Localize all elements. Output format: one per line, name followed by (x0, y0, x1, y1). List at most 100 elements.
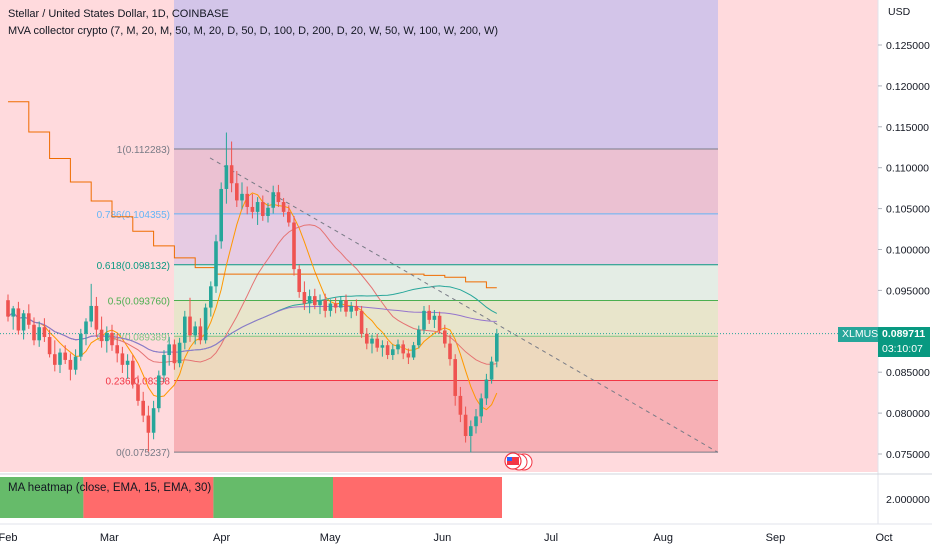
candle[interactable] (411, 345, 416, 358)
trendline[interactable] (209, 157, 719, 453)
candle[interactable] (27, 313, 31, 325)
candle[interactable] (115, 345, 119, 354)
candle[interactable] (177, 342, 182, 364)
candle[interactable] (495, 333, 499, 362)
candle[interactable] (297, 269, 301, 293)
candle[interactable] (68, 359, 73, 370)
candle[interactable] (318, 300, 322, 306)
candle[interactable] (16, 308, 21, 331)
candle[interactable] (172, 344, 177, 364)
candle[interactable] (214, 241, 218, 287)
candle[interactable] (469, 426, 473, 437)
candle[interactable] (443, 330, 447, 344)
candle[interactable] (266, 207, 270, 216)
candle[interactable] (58, 352, 62, 365)
candle[interactable] (484, 379, 489, 399)
us-event-icons[interactable] (504, 452, 533, 471)
candle[interactable] (157, 375, 161, 409)
candle[interactable] (391, 349, 395, 356)
candle[interactable] (281, 202, 286, 212)
candle[interactable] (365, 333, 369, 344)
candle[interactable] (167, 344, 171, 356)
candle[interactable] (209, 286, 213, 308)
candle[interactable] (162, 355, 166, 376)
heatmap-legend[interactable]: MA heatmap (close, EMA, 15, EMA, 30) (8, 482, 212, 494)
candle[interactable] (6, 300, 10, 317)
candle[interactable] (458, 395, 463, 415)
candle[interactable] (333, 303, 338, 308)
candle[interactable] (188, 316, 192, 336)
candle[interactable] (489, 361, 494, 380)
candle[interactable] (255, 202, 260, 212)
candle[interactable] (79, 333, 83, 357)
candle[interactable] (219, 188, 223, 242)
candle[interactable] (53, 354, 57, 365)
candle[interactable] (313, 296, 317, 306)
candle[interactable] (131, 360, 135, 385)
candle[interactable] (110, 332, 114, 346)
candle[interactable] (21, 313, 26, 331)
candle[interactable] (99, 329, 104, 342)
candle[interactable] (396, 344, 400, 350)
candle[interactable] (432, 315, 437, 320)
candle[interactable] (89, 305, 93, 322)
candle[interactable] (401, 344, 405, 354)
candle[interactable] (37, 327, 41, 341)
candle[interactable] (375, 338, 379, 348)
candle[interactable] (136, 384, 140, 401)
candle[interactable] (84, 321, 88, 334)
candle[interactable] (193, 326, 197, 336)
candle[interactable] (359, 310, 364, 334)
candle[interactable] (339, 300, 343, 308)
candle[interactable] (302, 292, 307, 304)
candle[interactable] (73, 356, 78, 370)
candle[interactable] (479, 398, 483, 417)
candle[interactable] (328, 303, 333, 311)
candle[interactable] (146, 415, 151, 433)
candle[interactable] (120, 353, 125, 365)
candle[interactable] (42, 327, 47, 338)
indicator-legend[interactable]: MVA collector crypto (7, M, 20, M, 50, M… (8, 25, 499, 37)
candle[interactable] (354, 305, 359, 311)
candle[interactable] (250, 206, 255, 212)
candle[interactable] (261, 202, 265, 216)
candle[interactable] (183, 316, 187, 343)
candle[interactable] (94, 305, 99, 330)
candle[interactable] (271, 192, 275, 208)
candle[interactable] (198, 326, 203, 341)
candle[interactable] (292, 222, 296, 270)
candle[interactable] (11, 308, 15, 317)
candle[interactable] (287, 211, 291, 223)
candle[interactable] (235, 183, 239, 201)
candle[interactable] (453, 359, 457, 396)
candle[interactable] (276, 192, 281, 203)
candle[interactable] (63, 352, 67, 360)
candle[interactable] (437, 315, 442, 331)
candle[interactable] (417, 329, 421, 346)
candle[interactable] (463, 414, 468, 437)
candle[interactable] (224, 165, 229, 189)
candle[interactable] (448, 343, 452, 360)
candle[interactable] (240, 193, 244, 201)
candle[interactable] (370, 338, 374, 344)
candle[interactable] (344, 300, 348, 312)
candle[interactable] (47, 337, 52, 355)
candle[interactable] (323, 300, 327, 311)
candle[interactable] (422, 310, 426, 330)
candle[interactable] (307, 296, 312, 304)
candle[interactable] (349, 305, 353, 312)
candle[interactable] (474, 416, 478, 427)
candle[interactable] (427, 310, 431, 320)
candle[interactable] (385, 345, 390, 356)
candle[interactable] (105, 332, 109, 342)
candle[interactable] (141, 400, 145, 416)
candle[interactable] (151, 408, 156, 433)
candle[interactable] (125, 360, 130, 365)
candle[interactable] (32, 324, 36, 341)
candle[interactable] (380, 345, 385, 348)
candle[interactable] (203, 307, 208, 341)
candle[interactable] (406, 353, 411, 358)
candle[interactable] (245, 193, 249, 207)
